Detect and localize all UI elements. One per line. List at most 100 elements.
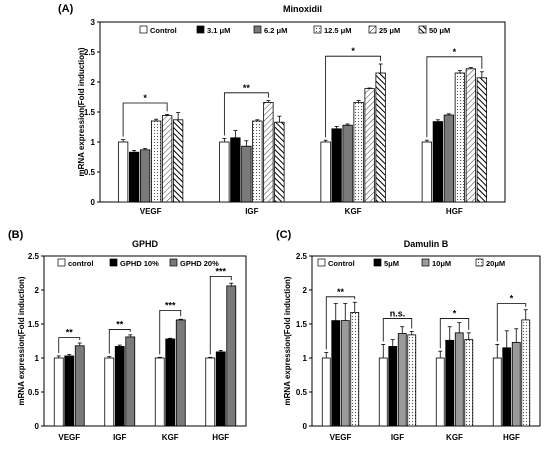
significance-bracket xyxy=(58,337,81,353)
bar xyxy=(74,345,85,427)
legend-entry: GPHD 20% xyxy=(180,259,219,268)
bar xyxy=(230,137,241,203)
x-tick-label: KGF xyxy=(345,207,362,216)
bar xyxy=(175,319,186,427)
bar xyxy=(154,357,165,427)
legend-entry: 3.1 μM xyxy=(207,26,230,35)
bar xyxy=(521,319,531,427)
bar xyxy=(432,121,444,203)
bar xyxy=(465,68,477,203)
bar xyxy=(104,357,115,427)
bar xyxy=(350,312,360,427)
y-tick-label: 0 xyxy=(303,422,308,431)
bar xyxy=(150,120,162,203)
legend-entry: 6.2 μM xyxy=(264,26,287,35)
legend-entry: GPHD 10% xyxy=(120,259,159,268)
bar xyxy=(172,119,184,203)
x-tick-label: VEGF xyxy=(330,433,352,442)
y-tick-label: 0.5 xyxy=(296,388,308,397)
significance-bracket xyxy=(325,55,382,138)
legend-swatch xyxy=(317,258,326,267)
y-tick-label: 2.5 xyxy=(84,48,96,57)
bar xyxy=(454,332,464,427)
legend-swatch xyxy=(418,25,427,34)
significance-label: * xyxy=(351,46,355,56)
bar xyxy=(215,351,226,427)
legend-swatch xyxy=(421,258,430,267)
chart-panel-C: (C) Damulin B 0 0.5 1 1.5 2 2.5 mRNA expression(… xyxy=(276,229,541,442)
bar xyxy=(114,346,125,427)
legend-swatch xyxy=(313,25,322,34)
chart-title: GPHD xyxy=(132,239,159,249)
legend-swatch xyxy=(368,25,377,34)
bar xyxy=(435,357,445,427)
bar xyxy=(53,357,64,427)
bar xyxy=(364,88,375,203)
x-tick-label: IGF xyxy=(245,207,258,216)
bar xyxy=(205,357,216,427)
bar xyxy=(241,145,252,203)
legend-entry: Control xyxy=(328,259,355,268)
y-tick-label: 2 xyxy=(303,286,308,295)
y-tick-label: 2.5 xyxy=(28,252,40,261)
significance-label: *** xyxy=(215,266,226,276)
y-tick-label: 0.5 xyxy=(84,168,96,177)
legend-entry: 12.5 μM xyxy=(324,26,352,35)
y-tick-label: 0 xyxy=(91,198,96,207)
legend-entry: control xyxy=(68,259,93,268)
significance-label: ** xyxy=(116,319,124,329)
bar xyxy=(226,285,237,427)
significance-bracket xyxy=(122,102,168,137)
significance-label: * xyxy=(453,309,457,319)
significance-label: ** xyxy=(243,83,251,93)
significance-label: *** xyxy=(165,300,176,310)
y-tick-label: 3 xyxy=(91,18,96,27)
significance-label: ** xyxy=(66,328,74,338)
x-tick-label: KGF xyxy=(162,433,179,442)
chart-title: Damulin B xyxy=(404,239,449,249)
legend-entry: Control xyxy=(150,26,177,35)
y-tick-label: 2.5 xyxy=(296,252,308,261)
bar xyxy=(165,338,176,427)
significance-bracket xyxy=(159,309,182,355)
bar xyxy=(443,114,455,203)
bar xyxy=(320,141,331,203)
legend-swatch xyxy=(169,258,178,267)
legend-swatch xyxy=(475,258,484,267)
significance-bracket xyxy=(209,275,232,355)
chart-title: Minoxidil xyxy=(283,4,322,14)
significance-bracket xyxy=(439,318,470,349)
bar xyxy=(375,72,386,203)
bar xyxy=(388,346,398,427)
x-tick-label: HGF xyxy=(212,433,229,442)
panel-label: (A) xyxy=(58,3,74,15)
plot-frame xyxy=(311,255,541,427)
legend-swatch xyxy=(109,258,118,267)
bar xyxy=(128,151,140,203)
significance-label: * xyxy=(510,294,514,304)
y-tick-label: 1 xyxy=(303,354,308,363)
significance-label: ** xyxy=(337,287,345,297)
bar xyxy=(125,336,136,427)
significance-bracket xyxy=(426,56,483,138)
bar xyxy=(263,102,274,203)
bar xyxy=(274,121,285,203)
y-tick-label: 1 xyxy=(91,138,96,147)
legend-entry: 5μM xyxy=(384,259,399,268)
plot-frame xyxy=(43,255,247,427)
y-tick-label: 0.5 xyxy=(28,388,40,397)
bar xyxy=(502,347,512,427)
bar xyxy=(64,355,75,427)
bar xyxy=(445,339,455,427)
chart-panel-A: (A) Minoxidil 0 0.5 1 1.5 2 2.5 3 mRNA expression… xyxy=(58,3,506,216)
x-tick-label: HGF xyxy=(503,433,520,442)
legend-swatch xyxy=(139,25,148,34)
legend-entry: 50 μM xyxy=(429,26,450,35)
y-axis-label: mRNA expression(Fold induction) xyxy=(77,47,86,176)
bar xyxy=(454,72,466,203)
bar xyxy=(378,357,388,427)
bar xyxy=(321,357,331,427)
legend-entry: 25 μM xyxy=(379,26,400,35)
legend-swatch xyxy=(196,25,205,34)
